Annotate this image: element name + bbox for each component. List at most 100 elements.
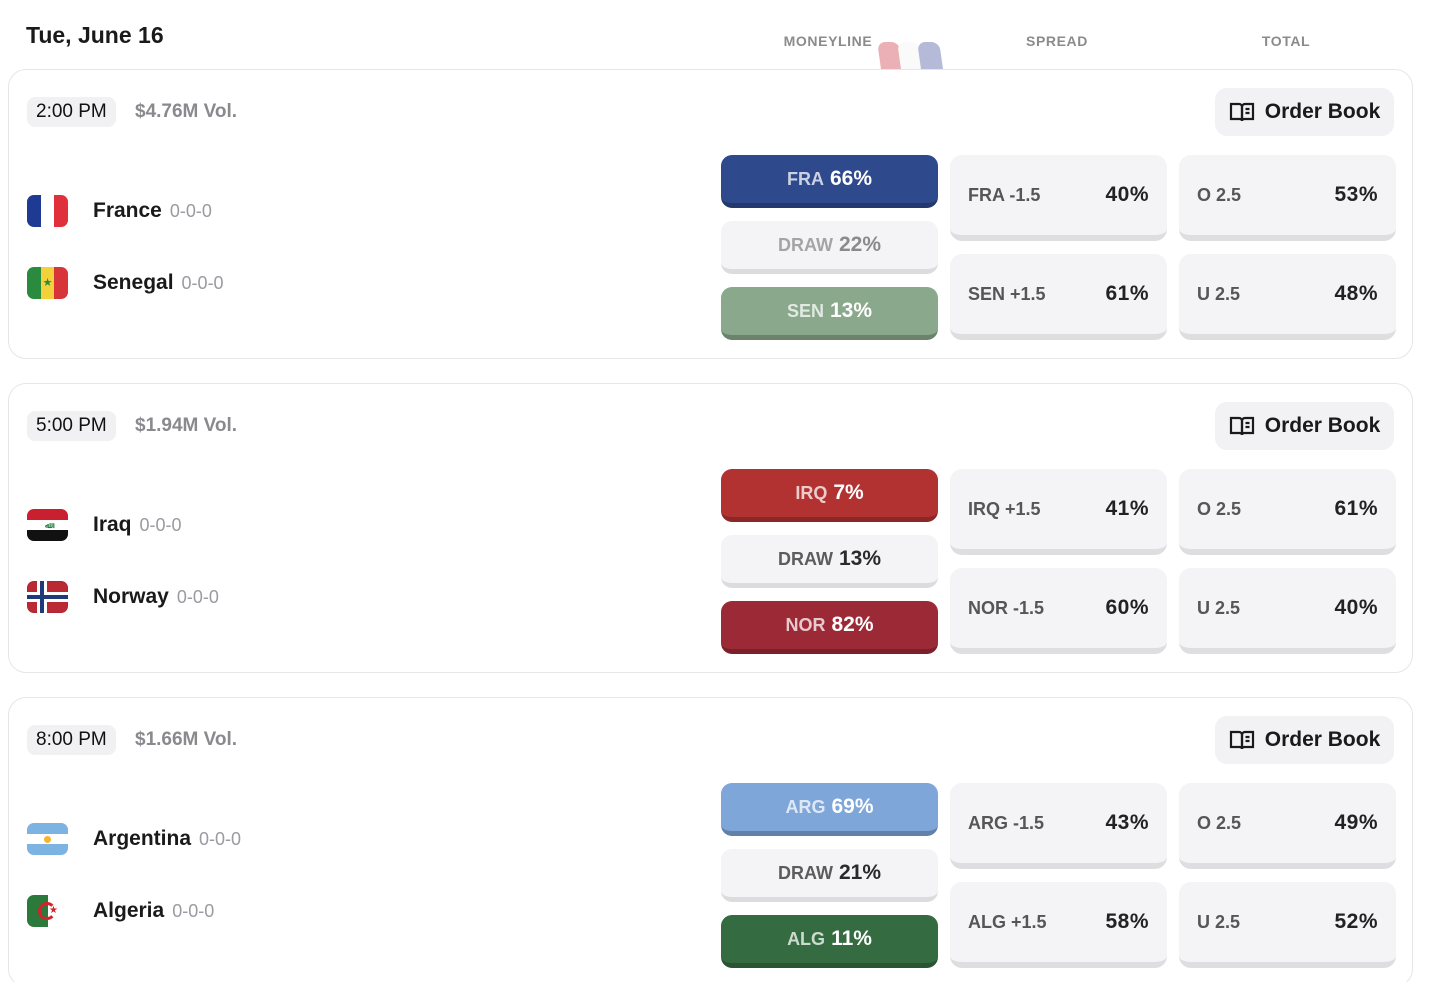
game-time-badge: 8:00 PM [27, 725, 116, 755]
argentina-flag-icon [27, 823, 68, 855]
spread-team1-button[interactable]: IRQ +1.5 41% [950, 469, 1167, 555]
team-name: France [93, 199, 162, 222]
game-time-badge: 2:00 PM [27, 97, 116, 127]
order-book-button[interactable]: Order Book [1215, 88, 1394, 136]
team-row: Norway 0-0-0 [27, 580, 219, 614]
moneyline-abbr: FRA [786, 168, 824, 189]
moneyline-team1-button[interactable]: ARG 69% [721, 783, 938, 836]
odds-value: 61% [1334, 497, 1378, 520]
moneyline-draw-button[interactable]: DRAW 13% [721, 535, 938, 588]
odds-value: 53% [1334, 183, 1378, 206]
moneyline-team2-button[interactable]: NOR 82% [721, 601, 938, 654]
moneyline-team2-button[interactable]: SEN 13% [721, 287, 938, 340]
odds-label: NOR -1.5 [968, 597, 1045, 618]
moneyline-pct: 82% [831, 613, 874, 636]
odds-label: U 2.5 [1197, 597, 1241, 618]
game-volume: $4.76M Vol. [135, 101, 238, 122]
odds-value: 48% [1334, 282, 1378, 305]
spread-team2-button[interactable]: NOR -1.5 60% [950, 568, 1167, 654]
team-name: Iraq [93, 513, 132, 536]
team-record: 0-0-0 [176, 586, 219, 607]
moneyline-abbr: NOR [785, 614, 826, 635]
odds-value: 52% [1334, 910, 1378, 933]
team-record: 0-0-0 [169, 200, 212, 221]
book-icon [1229, 730, 1254, 750]
team-record: 0-0-0 [199, 828, 242, 849]
team-name: Senegal [93, 271, 174, 294]
order-book-label: Order Book [1264, 100, 1381, 123]
team-row: Argentina 0-0-0 [27, 822, 241, 856]
team-name: Norway [93, 585, 169, 608]
moneyline-abbr: DRAW [777, 862, 833, 883]
game-volume: $1.66M Vol. [135, 729, 238, 750]
odds-value: 41% [1105, 497, 1149, 520]
spread-column-header: SPREAD [1026, 33, 1088, 49]
odds-value: 49% [1334, 811, 1378, 834]
moneyline-draw-button[interactable]: DRAW 22% [721, 221, 938, 274]
team-row: ★ Senegal 0-0-0 [27, 266, 224, 300]
senegal-flag-icon: ★ [27, 267, 68, 299]
date-heading: Tue, June 16 [26, 22, 164, 48]
norway-flag-icon [27, 581, 68, 613]
odds-label: U 2.5 [1197, 911, 1241, 932]
order-book-button[interactable]: Order Book [1215, 402, 1394, 450]
moneyline-pct: 69% [831, 795, 874, 818]
odds-label: FRA -1.5 [968, 184, 1041, 205]
team-name: Algeria [93, 899, 165, 922]
moneyline-pct: 11% [831, 927, 872, 950]
moneyline-draw-button[interactable]: DRAW 21% [721, 849, 938, 902]
moneyline-abbr: ALG [787, 928, 826, 949]
book-icon [1229, 416, 1254, 436]
moneyline-abbr: DRAW [777, 234, 833, 255]
game-time-badge: 5:00 PM [27, 411, 116, 441]
odds-value: 58% [1105, 910, 1149, 933]
order-book-button[interactable]: Order Book [1215, 716, 1394, 764]
odds-value: 43% [1105, 811, 1149, 834]
spread-team2-button[interactable]: SEN +1.5 61% [950, 254, 1167, 340]
spread-team1-button[interactable]: FRA -1.5 40% [950, 155, 1167, 241]
team-name: Argentina [93, 827, 192, 850]
france-flag-icon [27, 195, 68, 227]
team-row: ﷲ Iraq 0-0-0 [27, 508, 182, 542]
team-record: 0-0-0 [172, 900, 215, 921]
team-row: France 0-0-0 [27, 194, 212, 228]
moneyline-pct: 13% [838, 547, 882, 570]
odds-value: 60% [1105, 596, 1149, 619]
team-record: 0-0-0 [139, 514, 182, 535]
total-over-button[interactable]: O 2.5 61% [1179, 469, 1396, 555]
spread-team2-button[interactable]: ALG +1.5 58% [950, 882, 1167, 968]
odds-label: ARG -1.5 [968, 812, 1045, 833]
flag-decoration-icon [878, 40, 946, 70]
odds-label: IRQ +1.5 [968, 498, 1041, 519]
total-under-button[interactable]: U 2.5 40% [1179, 568, 1396, 654]
game-card: 2:00 PM $4.76M Vol. Order Book France 0-… [8, 69, 1413, 359]
total-under-button[interactable]: U 2.5 52% [1179, 882, 1396, 968]
moneyline-pct: 13% [829, 299, 873, 322]
odds-label: U 2.5 [1197, 283, 1241, 304]
moneyline-abbr: DRAW [777, 548, 833, 569]
moneyline-pct: 21% [838, 861, 882, 884]
odds-label: O 2.5 [1197, 184, 1242, 205]
odds-value: 40% [1334, 596, 1378, 619]
total-over-button[interactable]: O 2.5 49% [1179, 783, 1396, 869]
moneyline-pct: 66% [829, 167, 873, 190]
team-row: ★ Algeria 0-0-0 [27, 894, 214, 928]
moneyline-pct: 7% [833, 481, 864, 504]
odds-value: 61% [1105, 282, 1149, 305]
moneyline-team1-button[interactable]: IRQ 7% [721, 469, 938, 522]
moneyline-team1-button[interactable]: FRA 66% [721, 155, 938, 208]
spread-team1-button[interactable]: ARG -1.5 43% [950, 783, 1167, 869]
total-under-button[interactable]: U 2.5 48% [1179, 254, 1396, 340]
iraq-flag-icon: ﷲ [27, 509, 68, 541]
odds-label: O 2.5 [1197, 498, 1242, 519]
team-record: 0-0-0 [181, 272, 224, 293]
moneyline-column-header: MONEYLINE [783, 33, 873, 49]
game-card: 5:00 PM $1.94M Vol. Order Book ﷲ Iraq 0-… [8, 383, 1413, 673]
game-volume: $1.94M Vol. [135, 415, 238, 436]
total-over-button[interactable]: O 2.5 53% [1179, 155, 1396, 241]
moneyline-abbr: IRQ [795, 482, 828, 503]
moneyline-team2-button[interactable]: ALG 11% [721, 915, 938, 968]
odds-value: 40% [1105, 183, 1149, 206]
odds-label: O 2.5 [1197, 812, 1242, 833]
moneyline-abbr: ARG [785, 796, 826, 817]
